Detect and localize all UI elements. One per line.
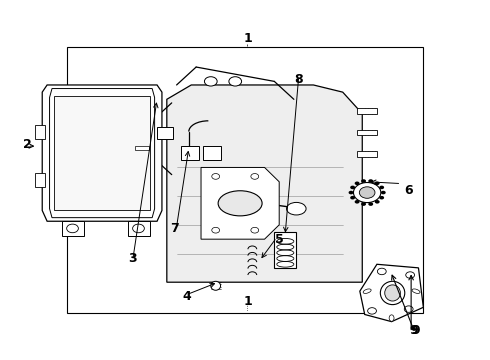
Circle shape (375, 181, 380, 185)
Circle shape (251, 227, 259, 233)
Ellipse shape (385, 285, 400, 301)
Circle shape (368, 202, 373, 206)
Text: 9: 9 (412, 324, 420, 337)
Text: 1: 1 (243, 32, 252, 45)
Bar (357, 130, 377, 135)
Bar (54, 96, 150, 211)
Text: 9: 9 (409, 324, 418, 337)
Bar (274, 232, 296, 268)
Circle shape (350, 186, 355, 189)
Ellipse shape (380, 281, 405, 305)
Bar (35, 125, 45, 139)
Bar (157, 127, 172, 139)
Circle shape (406, 272, 415, 278)
Circle shape (350, 196, 355, 199)
Bar (357, 108, 377, 114)
Polygon shape (360, 264, 423, 321)
Circle shape (67, 224, 78, 233)
Bar (135, 146, 149, 150)
Polygon shape (167, 85, 362, 282)
Ellipse shape (363, 289, 371, 293)
Circle shape (359, 187, 375, 198)
Circle shape (381, 191, 386, 194)
Circle shape (377, 268, 386, 275)
Bar (181, 146, 198, 160)
Circle shape (375, 200, 380, 204)
Bar (203, 146, 220, 160)
Circle shape (204, 77, 217, 86)
Text: 2: 2 (23, 138, 32, 150)
Circle shape (368, 308, 376, 314)
Bar (128, 221, 150, 235)
Circle shape (353, 183, 381, 203)
Bar (357, 151, 377, 157)
Circle shape (133, 224, 145, 233)
Circle shape (212, 174, 220, 179)
Circle shape (379, 196, 384, 199)
Circle shape (355, 181, 360, 185)
Circle shape (379, 186, 384, 189)
Text: 1: 1 (243, 296, 252, 309)
Circle shape (229, 77, 242, 86)
Polygon shape (42, 85, 162, 221)
Circle shape (212, 227, 220, 233)
Polygon shape (49, 89, 155, 218)
Text: 5: 5 (275, 233, 284, 246)
Ellipse shape (389, 315, 394, 321)
Bar (62, 221, 84, 235)
Circle shape (361, 179, 366, 183)
Text: 3: 3 (128, 252, 137, 265)
Ellipse shape (412, 289, 420, 293)
Ellipse shape (211, 281, 220, 290)
Circle shape (348, 191, 353, 194)
Text: 7: 7 (170, 222, 178, 235)
Polygon shape (201, 167, 279, 239)
Circle shape (355, 200, 360, 204)
Bar (35, 173, 45, 187)
Bar (67, 47, 423, 313)
Ellipse shape (287, 202, 306, 215)
Circle shape (251, 174, 259, 179)
Circle shape (368, 179, 373, 183)
Circle shape (404, 306, 413, 312)
Text: 6: 6 (404, 184, 413, 197)
Text: 8: 8 (294, 73, 303, 86)
Circle shape (361, 202, 366, 206)
Ellipse shape (218, 191, 262, 216)
Text: 4: 4 (182, 290, 191, 303)
